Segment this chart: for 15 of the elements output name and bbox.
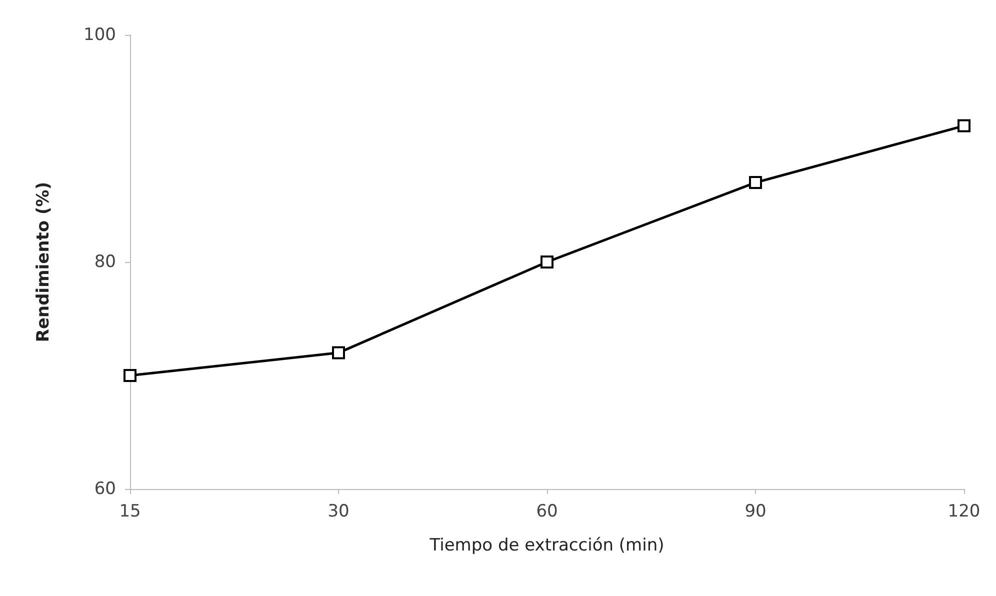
x-tick-label: 60 [536,502,558,522]
point [332,346,345,360]
y-axis-title: Rendimiento (%) [34,182,54,342]
point [749,176,762,190]
point [540,256,554,268]
x-tick-label: 30 [328,502,350,522]
y-tick-label: 100 [84,25,116,45]
y-tick-label: 60 [94,479,116,499]
x-tick-label: 15 [119,502,141,522]
point [124,369,136,382]
y-tick-label: 80 [94,252,116,272]
x-tick-label: 120 [948,502,980,522]
x-axis-title: Tiempo de extracción (min) [428,536,664,556]
point [958,119,970,132]
x-tick-label: 90 [744,502,766,522]
